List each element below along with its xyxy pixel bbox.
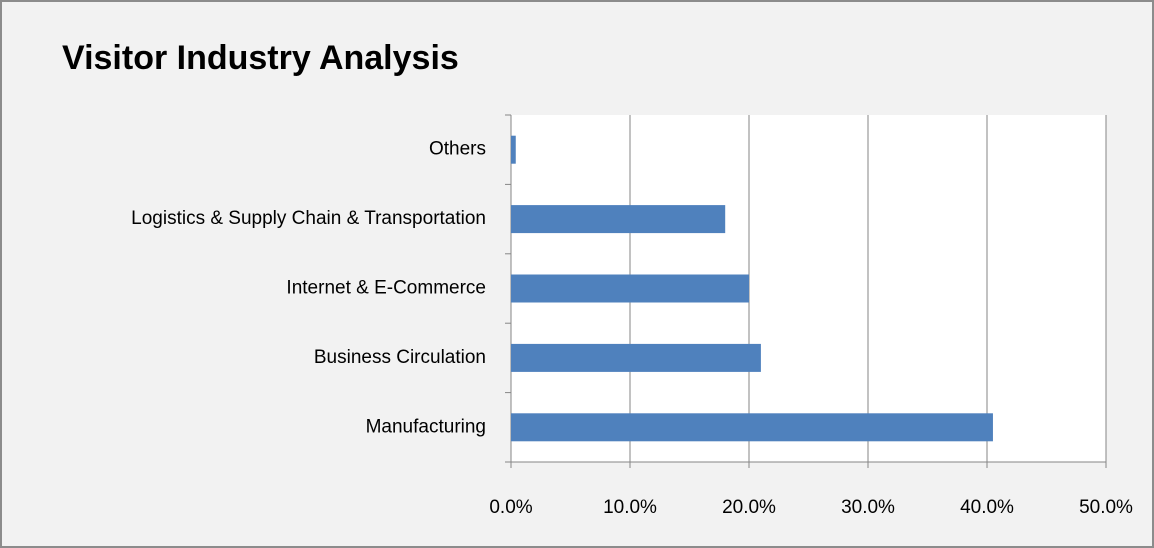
x-tick-label: 20.0%	[722, 497, 776, 518]
x-tick-label: 10.0%	[603, 497, 657, 518]
chart-title: Visitor Industry Analysis	[62, 39, 459, 77]
y-tick-label: Logistics & Supply Chain & Transportatio…	[131, 208, 486, 229]
x-tick-label: 30.0%	[841, 497, 895, 518]
bar	[511, 413, 993, 442]
x-tick-label: 0.0%	[489, 497, 532, 518]
y-tick-label: Manufacturing	[366, 416, 486, 437]
y-tick-label: Others	[429, 139, 486, 160]
bar	[511, 135, 516, 164]
bar	[511, 205, 726, 234]
bar	[511, 274, 749, 303]
bar	[511, 343, 761, 372]
x-tick-label: 50.0%	[1079, 497, 1133, 518]
y-tick-label: Internet & E-Commerce	[286, 278, 486, 299]
x-tick-label: 40.0%	[960, 497, 1014, 518]
y-tick-label: Business Circulation	[314, 347, 486, 368]
